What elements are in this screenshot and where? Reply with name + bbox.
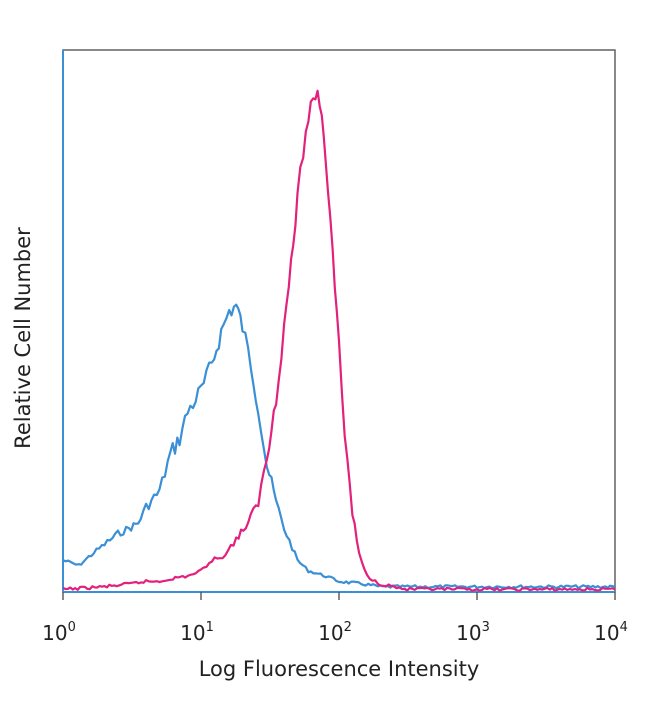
x-axis-title: Log Fluorescence Intensity [199, 657, 480, 681]
x-tick-base: 10 [180, 621, 205, 645]
x-tick-base: 10 [594, 621, 619, 645]
x-tick-exponent: 2 [344, 620, 352, 635]
x-tick-exponent: 0 [68, 620, 76, 635]
x-tick-label-3: 103 [456, 620, 490, 645]
x-tick-exponent: 4 [620, 620, 628, 635]
x-tick-label-4: 104 [594, 620, 628, 645]
x-tick-base: 10 [456, 621, 481, 645]
y-axis-title: Relative Cell Number [11, 227, 35, 449]
plot-frame [62, 49, 616, 593]
series-layer [62, 89, 616, 592]
x-tick-exponent: 3 [482, 620, 490, 635]
x-tick-label-1: 101 [180, 620, 214, 645]
x-tick-label-2: 102 [318, 620, 352, 645]
series-line-2 [62, 89, 616, 592]
x-tick-exponent: 1 [206, 620, 214, 635]
x-tick-layer: 100 101 102 103 104 [42, 592, 628, 645]
x-tick-label-0: 100 [42, 620, 76, 645]
x-tick-base: 10 [318, 621, 343, 645]
x-tick-base: 10 [42, 621, 67, 645]
